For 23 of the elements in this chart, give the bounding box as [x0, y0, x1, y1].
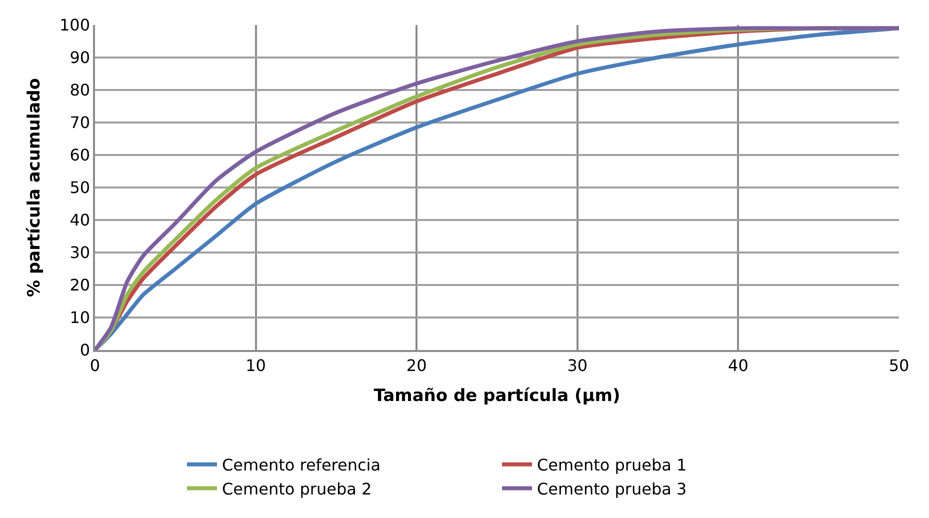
line-series	[95, 26, 899, 350]
x-tick-label: 50	[888, 356, 910, 375]
y-tick-label: 10	[70, 308, 90, 328]
y-tick-label: 50	[70, 178, 90, 198]
y-tick-label: 30	[70, 243, 90, 262]
y-tick-label: 100	[60, 16, 90, 35]
y-tick-label: 40	[70, 210, 90, 230]
legend-label: Cemento referencia	[222, 456, 381, 475]
y-tick-label: 60	[70, 146, 90, 165]
y-tick-label: 0	[80, 340, 90, 360]
x-axis-title: Tamaño de partícula (µm)	[374, 386, 620, 406]
x-tick-label: 30	[567, 356, 588, 375]
y-tick-label: 70	[70, 113, 90, 132]
y-tick-label: 80	[70, 80, 90, 100]
x-tick-label: 40	[728, 356, 748, 375]
x-tick-label: 20	[406, 356, 427, 375]
legend-label: Cemento prueba 2	[222, 479, 372, 498]
y-axis-title: % partícula acumulado	[24, 78, 45, 297]
y-tick-label: 90	[70, 48, 90, 68]
legend-label: Cemento prueba 1	[537, 456, 687, 475]
y-tick-label: 20	[70, 276, 90, 295]
x-tick-label: 10	[246, 356, 266, 375]
legend-label: Cemento prueba 3	[537, 479, 687, 498]
